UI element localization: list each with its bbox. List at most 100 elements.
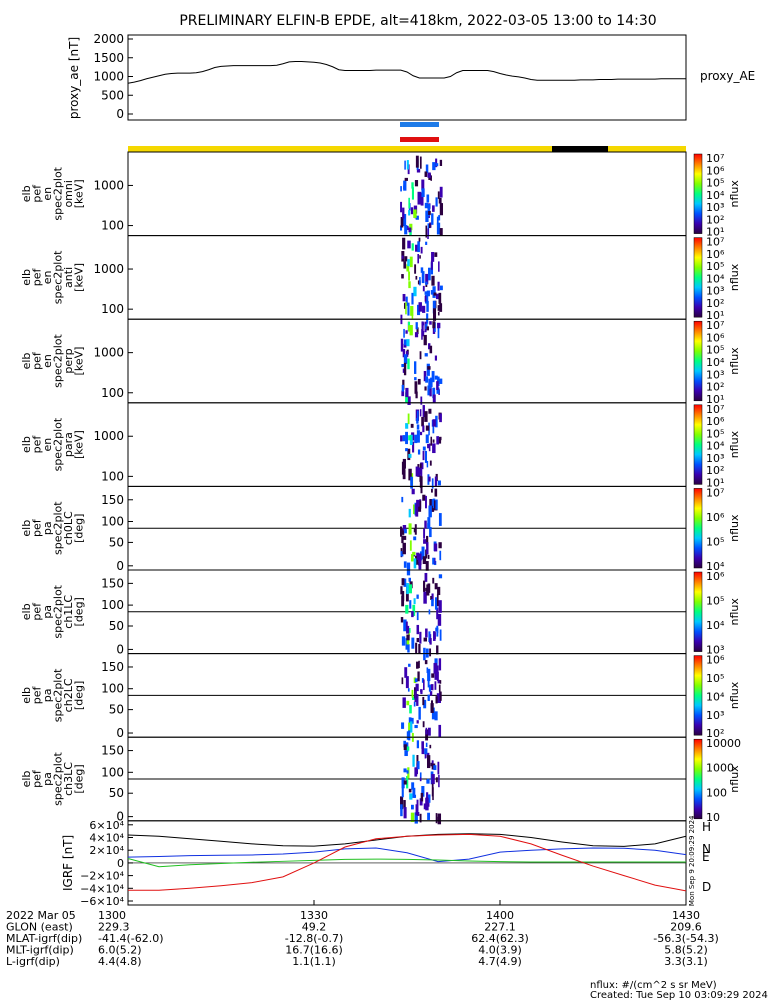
igrf-tick-label: 4×10⁴ — [89, 832, 124, 845]
spectrogram-cell — [403, 744, 407, 751]
xaxis-row-label: GLON (east) — [6, 921, 73, 934]
spectrogram-cell — [420, 690, 423, 695]
science-zone-marker-red — [400, 137, 439, 142]
spectrogram-cell — [436, 222, 441, 235]
spectrogram-cell — [434, 476, 437, 487]
spectrogram-cell — [435, 813, 438, 824]
xaxis-row-value: 3.3(3.1) — [664, 955, 708, 968]
proxy-ae-line — [127, 61, 686, 84]
spectrogram-cell — [439, 413, 442, 423]
panel-ylabel-line: pef — [31, 769, 44, 788]
spectrogram-cell — [425, 648, 429, 658]
spectrogram-cell — [429, 744, 432, 749]
xaxis-row-value: 6.0(5.2) — [98, 944, 142, 957]
spectrogram-cell — [404, 256, 408, 262]
colorbar-tick-label: 10⁵ — [706, 672, 724, 685]
spectrogram-cell — [422, 425, 425, 433]
spectrogram-cell — [420, 267, 424, 273]
spectrogram-cell — [403, 180, 407, 191]
spectrogram-cell — [417, 191, 421, 205]
colorbar-tick-label: 10² — [706, 464, 724, 477]
spectrogram-cell — [419, 777, 422, 782]
spectrogram-cell — [417, 811, 420, 816]
spectrogram-cell — [417, 410, 419, 424]
spectrogram-cell — [409, 705, 412, 714]
spectrogram-cell — [400, 586, 403, 595]
panel-ylabel-line: elb — [20, 436, 33, 453]
spectrogram-cell — [427, 812, 431, 820]
igrf-tick-label: 2×10⁴ — [89, 844, 124, 857]
spectrogram-cell — [412, 604, 416, 616]
spectrogram-cell — [414, 361, 417, 374]
spectrogram-cell — [402, 435, 406, 442]
colorbar-tick-label: 10¹ — [706, 476, 724, 489]
spectrogram-cell — [421, 741, 425, 749]
spectrogram-cell — [406, 339, 410, 347]
spectrogram-cell — [423, 370, 427, 382]
spectrogram-cell — [427, 554, 430, 559]
spectrogram-cell — [404, 667, 408, 678]
spectrogram-cell — [425, 727, 428, 732]
spectrogram-cell — [411, 182, 414, 189]
spectrogram-cell — [428, 267, 431, 281]
spectrogram-cell — [418, 643, 421, 654]
panel-ylabel-line: [keV] — [73, 347, 86, 376]
spectrogram-cell — [421, 179, 425, 191]
spectrogram-cell — [421, 546, 425, 560]
spectrogram-cell — [403, 740, 407, 748]
spectrogram-cell — [432, 286, 436, 298]
spectrogram-cell — [409, 223, 413, 231]
spectrogram-cell — [424, 295, 427, 302]
proxy-ae-frame — [127, 34, 687, 121]
spectrogram-cell — [419, 409, 422, 417]
spectrogram-cell — [421, 678, 424, 683]
spectrogram-cell — [438, 600, 442, 613]
spectrogram-cell — [424, 748, 428, 755]
colorbar-tick-label: 10¹ — [706, 393, 724, 406]
spectrogram-cell — [416, 720, 419, 724]
spectrogram-cell — [426, 535, 429, 546]
spectrogram-cell — [436, 436, 439, 445]
spectrogram-cell — [438, 658, 442, 671]
spectrogram-cell — [414, 524, 417, 535]
spectrogram-cell — [431, 599, 434, 607]
colorbar-tick-label: 10⁵ — [706, 260, 724, 273]
spectrogram-cell — [430, 595, 432, 600]
spectrogram-cell — [431, 707, 435, 720]
spectrogram-cell — [434, 252, 438, 257]
spectrogram-cell — [437, 480, 441, 486]
xaxis-row-value: 229.3 — [98, 921, 130, 934]
spectrogram-cell — [426, 194, 430, 203]
colorbar-tick-label: 10⁴ — [706, 189, 725, 202]
spectrogram-cell — [406, 776, 409, 789]
panel-tick-label: 1000 — [93, 429, 124, 443]
spectrogram-cell — [405, 302, 407, 315]
spectrogram-cell — [424, 386, 427, 391]
spectrogram-cell — [416, 552, 420, 564]
spectrogram-cell — [411, 187, 414, 200]
spectrogram-cell — [419, 255, 421, 259]
colorbar-tick-label: 10⁴ — [706, 690, 725, 703]
proxy-ae-tick-label: 1500 — [93, 51, 124, 65]
spectrogram-cell — [436, 693, 440, 703]
xaxis-row-value: 1430 — [672, 909, 700, 922]
spectrogram-cell — [431, 275, 435, 286]
spectrogram-cell — [429, 526, 432, 538]
panel-ylabel-line: spec2plot — [52, 166, 65, 220]
spectrogram-cell — [431, 371, 435, 383]
spectrogram-cell — [401, 274, 404, 279]
spectrogram-cell — [429, 321, 432, 325]
panel-tick-label: 100 — [101, 302, 124, 316]
spectrogram-cell — [418, 237, 421, 242]
spectrogram-cell — [410, 476, 413, 489]
panel-ylabel-line: [deg] — [73, 514, 86, 543]
spectrogram-cell — [428, 378, 432, 389]
spectrogram-cell — [437, 311, 440, 316]
spectrogram-cell — [425, 225, 428, 238]
spectrogram-cell — [436, 645, 439, 655]
colorbar-tick-label: 10² — [706, 727, 724, 740]
spectrogram-cell — [424, 171, 428, 177]
panel-tick-label: 100 — [101, 515, 124, 529]
